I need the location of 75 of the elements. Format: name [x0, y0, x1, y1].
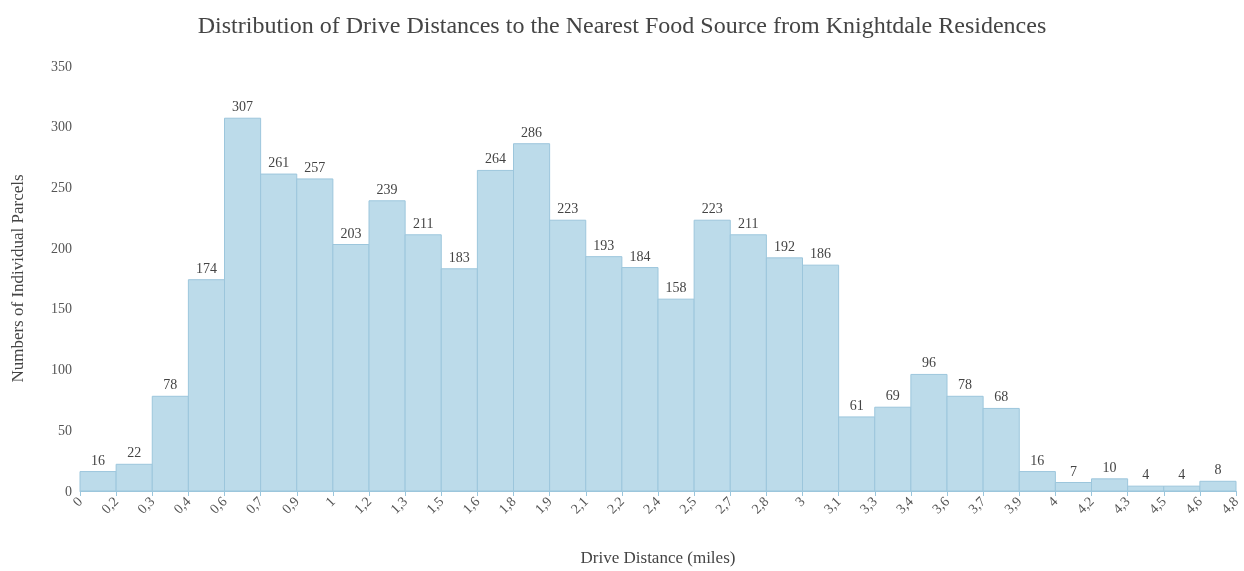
y-tick-label: 0 [65, 483, 72, 499]
x-tick-label: 2,5 [676, 493, 700, 517]
data-label: 16 [1030, 452, 1045, 468]
x-tick-label: 1,6 [459, 493, 483, 517]
x-tick-label: 2,1 [568, 493, 592, 517]
data-label: 257 [304, 159, 326, 175]
x-tick-label: 0,7 [242, 493, 266, 517]
x-tick-label: 4 [1045, 493, 1061, 510]
data-label: 307 [232, 99, 254, 115]
data-label: 261 [268, 155, 290, 171]
x-tick-label: 4,5 [1146, 493, 1170, 517]
data-label: 8 [1214, 462, 1222, 478]
data-label: 184 [629, 248, 651, 264]
x-tick-label: 0,3 [134, 493, 158, 517]
data-label: 158 [665, 280, 687, 296]
x-tick-label: 2,7 [712, 493, 736, 517]
x-tick-label: 3,6 [929, 493, 953, 517]
data-label: 4 [1178, 467, 1186, 483]
y-tick-label: 50 [58, 422, 72, 438]
x-tick-label: 0,9 [279, 493, 303, 517]
data-label: 68 [994, 389, 1009, 405]
chart-title: Distribution of Drive Distances to the Nearest Food Source from Knightdale Residences [197, 12, 1047, 38]
y-tick-label: 250 [51, 179, 72, 195]
x-tick-label: 3 [792, 493, 808, 510]
data-label: 10 [1102, 459, 1117, 475]
x-tick-label: 4,6 [1182, 493, 1206, 517]
x-tick-label: 1,8 [495, 493, 519, 517]
x-tick-label: 1,9 [531, 493, 555, 517]
data-label: 239 [376, 181, 398, 197]
data-label: 78 [958, 377, 973, 393]
x-tick-label: 2,2 [604, 493, 628, 517]
data-label: 186 [810, 246, 832, 262]
x-tick-label: 3,4 [893, 493, 917, 517]
x-tick-label: 4,3 [1109, 493, 1133, 517]
x-tick-label: 1,3 [387, 493, 411, 517]
data-label: 286 [521, 124, 543, 140]
x-tick-label: 1 [322, 493, 339, 510]
x-tick-label: 1,5 [423, 493, 447, 517]
x-tick-label: 2,4 [640, 493, 664, 517]
data-label: 211 [412, 215, 434, 231]
x-tick-label: 1,2 [351, 493, 375, 517]
y-tick-label: 300 [51, 119, 72, 135]
data-label: 192 [773, 238, 795, 254]
y-tick-label: 150 [51, 301, 72, 317]
x-tick-label: 3,7 [965, 493, 989, 517]
x-tick-label: 0,6 [206, 493, 230, 517]
x-tick-label: 2,8 [748, 493, 772, 517]
data-label: 16 [91, 452, 106, 468]
x-tick-label: 0,2 [98, 493, 122, 517]
x-tick-label: 3,3 [857, 493, 881, 517]
data-label: 174 [195, 260, 217, 276]
data-label: 4 [1142, 467, 1150, 483]
data-label: 203 [340, 225, 362, 241]
x-tick-label: 0,4 [170, 493, 194, 517]
y-tick-label: 100 [51, 362, 72, 378]
data-label: 211 [738, 215, 759, 231]
y-axis-title: Numbers of Individual Parcels [8, 174, 27, 383]
x-tick-label: 4,8 [1218, 493, 1242, 517]
data-label: 193 [593, 237, 615, 253]
data-label: 96 [921, 355, 936, 371]
data-label: 69 [885, 388, 900, 404]
data-label: 183 [448, 249, 470, 265]
data-label: 61 [849, 397, 864, 413]
y-tick-label: 350 [51, 58, 72, 74]
data-label: 7 [1069, 463, 1077, 479]
x-tick-label: 3,1 [820, 493, 844, 517]
data-label: 22 [127, 445, 142, 461]
data-label: 78 [163, 377, 178, 393]
data-label: 223 [557, 201, 579, 217]
y-tick-label: 200 [51, 240, 72, 256]
data-label: 264 [484, 151, 506, 167]
x-tick-label: 3,9 [1001, 493, 1025, 517]
x-axis-title: Drive Distance (miles) [580, 548, 736, 567]
data-label: 223 [701, 201, 723, 217]
x-tick-label: 4,2 [1073, 493, 1097, 517]
